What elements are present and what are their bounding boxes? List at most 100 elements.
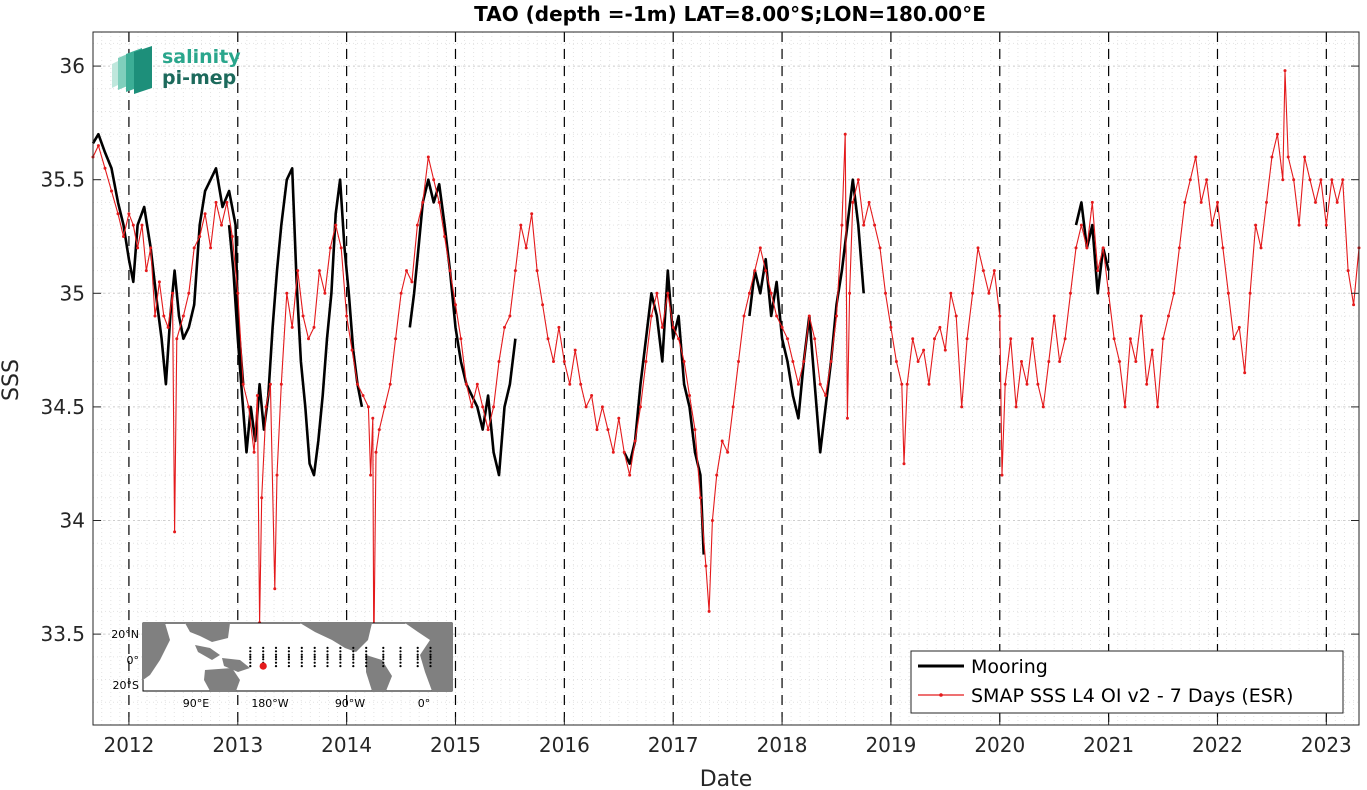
series-smap-point	[1145, 382, 1149, 386]
series-smap-point	[1210, 223, 1214, 227]
series-smap-point	[209, 246, 213, 250]
series-smap-point	[927, 382, 931, 386]
series-smap-point	[747, 291, 751, 295]
series-smap-point	[1275, 132, 1279, 136]
series-smap-point	[606, 428, 610, 432]
series-smap-point	[916, 360, 920, 363]
series-smap-point	[954, 314, 958, 318]
series-smap-point	[399, 291, 403, 295]
series-smap-point	[388, 382, 392, 386]
logo-text-line2: pi-mep	[162, 67, 236, 89]
series-smap-point	[285, 291, 289, 295]
inset-mooring-dot	[416, 658, 419, 661]
inset-mooring-dot	[274, 646, 278, 650]
series-smap-point	[742, 314, 746, 318]
series-smap-point	[530, 212, 534, 216]
inset-mooring-dot	[416, 655, 419, 659]
series-smap-point	[369, 473, 373, 477]
series-smap-point	[688, 394, 691, 397]
inset-mooring-dot	[382, 665, 385, 668]
series-smap-point	[1265, 200, 1268, 204]
series-smap-point	[144, 269, 148, 273]
inset-mooring-dot	[416, 665, 419, 668]
series-smap-point	[573, 348, 577, 352]
series-smap-point	[426, 155, 430, 159]
x-tick-label: 2022	[1192, 733, 1243, 757]
inset-mooring-dot	[339, 646, 342, 650]
series-smap-point	[535, 269, 539, 273]
inset-mooring-dot	[352, 661, 355, 664]
series-smap-point	[203, 212, 207, 216]
series-smap-point	[1270, 155, 1274, 159]
series-smap-point	[1297, 223, 1301, 227]
series-smap-point	[1025, 382, 1029, 386]
series-smap-point	[405, 269, 408, 273]
inset-lat-label-1: 20°N	[111, 628, 139, 641]
series-smap-point	[122, 235, 125, 238]
series-smap-point	[843, 132, 847, 136]
series-smap-point	[824, 394, 828, 397]
series-smap-point	[933, 337, 936, 341]
inset-mooring-dot	[399, 655, 402, 659]
inset-mooring-dot	[365, 650, 368, 653]
series-smap-point	[562, 360, 566, 363]
series-smap-point	[949, 291, 953, 295]
series-smap-point	[410, 280, 414, 284]
inset-mooring-dot	[262, 655, 265, 659]
x-axis-ticks: 2012 2013 2014 2015 2016 2017 2018 2019 2020 2021…	[103, 717, 1352, 757]
series-smap-point	[236, 291, 240, 295]
inset-mooring-dot	[365, 661, 368, 664]
series-smap-point	[998, 314, 1002, 318]
inset-mooring-dot	[249, 646, 252, 650]
series-smap-point	[1150, 348, 1154, 352]
series-smap-point	[1237, 325, 1241, 329]
series-smap-point	[1014, 405, 1018, 409]
series-smap-point	[136, 246, 140, 250]
series-smap-point	[1330, 178, 1334, 182]
series-smap-point	[818, 382, 822, 386]
salinity-pi-mep-logo: salinity pi-mep	[112, 46, 241, 94]
series-smap-point	[1096, 269, 1100, 273]
series-smap-point	[780, 325, 784, 329]
series-smap-point	[960, 405, 964, 409]
series-smap-point	[737, 360, 740, 363]
series-smap-point	[1248, 291, 1252, 295]
series-smap-point	[383, 405, 387, 409]
inset-lat-label-3: 20°S	[113, 679, 139, 692]
inset-mooring-dot	[352, 665, 355, 668]
series-smap-point	[1167, 314, 1170, 318]
inset-lon-label-1: 90°E	[183, 697, 209, 710]
series-smap-point	[894, 360, 898, 363]
series-smap-point	[225, 200, 229, 204]
series-smap-line	[92, 70, 1360, 658]
series-smap-point	[1009, 337, 1013, 341]
inset-mooring-dot	[416, 646, 419, 650]
series-smap-point	[437, 200, 441, 204]
inset-mooring-dot	[287, 661, 290, 664]
chart-title: TAO (depth =-1m) LAT=8.00°S;LON=180.00°E	[474, 2, 986, 26]
series-smap-point	[1346, 269, 1350, 273]
series-smap-point	[415, 223, 419, 227]
inset-mooring-dot	[339, 665, 342, 668]
series-smap-point	[965, 337, 969, 341]
series-smap-point	[1232, 337, 1236, 341]
inset-mooring-dot	[429, 665, 432, 668]
series-smap-point	[764, 269, 768, 273]
inset-mooring-dot	[313, 665, 316, 668]
inset-mooring-dot	[365, 665, 368, 668]
series-smap-point	[497, 360, 501, 363]
series-smap-point	[1324, 223, 1328, 227]
series-smap-point	[1063, 337, 1067, 341]
series-smap-point	[153, 314, 157, 318]
series-smap-point	[693, 428, 697, 432]
series-smap-point	[753, 269, 757, 273]
series-smap-point	[1118, 360, 1121, 363]
series-smap-point	[371, 416, 375, 420]
x-axis-label: Date	[700, 767, 753, 790]
inset-mooring-dot	[287, 650, 290, 653]
y-tick-label: 35.5	[40, 168, 85, 192]
inset-mooring-dot	[399, 650, 402, 653]
series-smap-point	[492, 405, 496, 409]
series-smap-point	[671, 325, 675, 329]
inset-mooring-dot	[399, 653, 402, 656]
